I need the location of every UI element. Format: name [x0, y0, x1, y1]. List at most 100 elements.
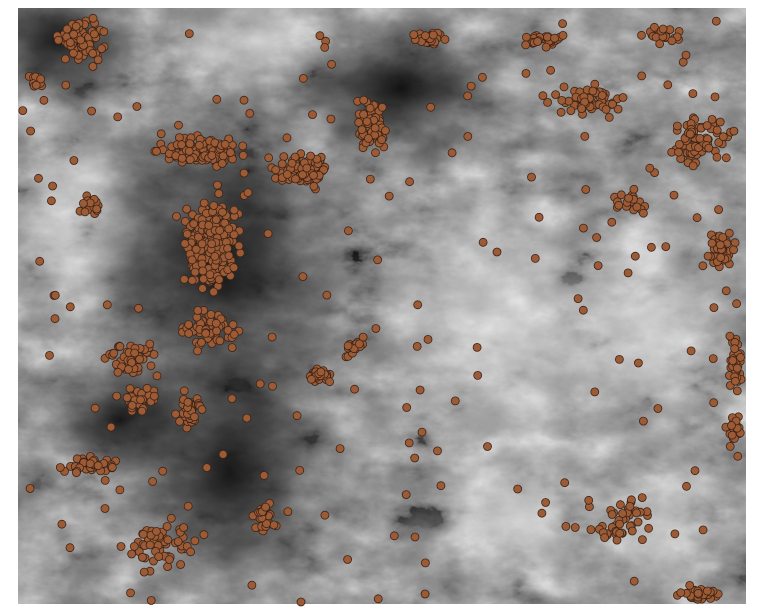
point-feature[interactable]	[637, 493, 647, 503]
point-feature[interactable]	[728, 356, 738, 366]
point-feature[interactable]	[245, 109, 255, 118]
point-feature[interactable]	[180, 239, 190, 249]
point-feature[interactable]	[87, 106, 96, 116]
point-feature[interactable]	[530, 253, 540, 263]
point-feature[interactable]	[302, 163, 312, 173]
point-feature[interactable]	[463, 91, 473, 101]
point-feature[interactable]	[647, 242, 656, 252]
point-feature[interactable]	[69, 156, 79, 165]
point-feature[interactable]	[151, 527, 161, 536]
point-feature[interactable]	[184, 146, 194, 156]
point-feature[interactable]	[226, 148, 235, 157]
point-feature[interactable]	[227, 394, 237, 404]
point-feature[interactable]	[316, 367, 326, 377]
point-feature[interactable]	[163, 535, 173, 545]
point-feature[interactable]	[116, 542, 126, 551]
point-feature[interactable]	[426, 102, 436, 112]
point-feature[interactable]	[85, 459, 95, 469]
point-feature[interactable]	[185, 139, 195, 149]
point-feature[interactable]	[472, 342, 482, 352]
point-feature[interactable]	[415, 385, 425, 395]
point-feature[interactable]	[362, 117, 372, 126]
point-feature[interactable]	[39, 95, 49, 105]
point-feature[interactable]	[715, 240, 725, 250]
point-feature[interactable]	[573, 294, 583, 304]
point-feature[interactable]	[65, 302, 75, 312]
point-feature[interactable]	[212, 326, 222, 336]
point-feature[interactable]	[350, 384, 360, 394]
point-feature[interactable]	[732, 363, 742, 373]
point-feature[interactable]	[358, 332, 368, 342]
point-feature[interactable]	[326, 114, 336, 124]
point-feature[interactable]	[702, 586, 712, 596]
point-feature[interactable]	[201, 328, 211, 338]
point-feature[interactable]	[579, 223, 588, 233]
point-feature[interactable]	[447, 148, 457, 158]
point-feature[interactable]	[242, 413, 252, 423]
point-feature[interactable]	[137, 406, 147, 416]
point-feature[interactable]	[670, 529, 680, 539]
point-feature[interactable]	[556, 107, 566, 117]
point-feature[interactable]	[629, 576, 639, 586]
point-feature[interactable]	[206, 309, 216, 319]
point-feature[interactable]	[730, 238, 740, 248]
point-feature[interactable]	[90, 403, 100, 413]
point-feature[interactable]	[198, 266, 208, 276]
point-feature[interactable]	[238, 150, 248, 160]
point-feature[interactable]	[271, 165, 281, 175]
point-feature[interactable]	[177, 153, 187, 163]
point-feature[interactable]	[239, 95, 249, 105]
point-feature[interactable]	[112, 391, 122, 401]
point-feature[interactable]	[55, 463, 65, 472]
point-feature[interactable]	[207, 239, 217, 249]
point-feature[interactable]	[80, 207, 90, 217]
point-feature[interactable]	[71, 21, 81, 31]
point-feature[interactable]	[732, 299, 741, 309]
point-feature[interactable]	[229, 230, 239, 240]
point-feature[interactable]	[607, 217, 617, 227]
point-feature[interactable]	[214, 189, 224, 199]
point-feature[interactable]	[182, 229, 192, 239]
point-feature[interactable]	[709, 303, 719, 313]
point-feature[interactable]	[179, 386, 189, 396]
point-feature[interactable]	[693, 588, 703, 598]
point-feature[interactable]	[401, 490, 411, 500]
point-feature[interactable]	[183, 397, 193, 407]
point-feature[interactable]	[296, 597, 306, 607]
point-feature[interactable]	[715, 117, 725, 127]
point-feature[interactable]	[370, 123, 380, 133]
point-feature[interactable]	[184, 29, 194, 38]
point-feature[interactable]	[380, 126, 390, 136]
point-feature[interactable]	[570, 523, 580, 532]
point-feature[interactable]	[463, 131, 473, 141]
point-feature[interactable]	[269, 520, 279, 530]
point-feature[interactable]	[703, 251, 713, 261]
point-feature[interactable]	[34, 173, 43, 183]
point-feature[interactable]	[189, 412, 199, 422]
point-feature[interactable]	[466, 81, 476, 91]
point-feature[interactable]	[76, 35, 86, 45]
point-feature[interactable]	[522, 32, 531, 42]
point-feature[interactable]	[663, 80, 673, 90]
point-feature[interactable]	[678, 57, 688, 67]
point-feature[interactable]	[139, 567, 149, 577]
point-feature[interactable]	[371, 324, 381, 333]
point-feature[interactable]	[309, 181, 319, 191]
point-feature[interactable]	[551, 90, 560, 99]
point-feature[interactable]	[126, 588, 135, 598]
point-feature[interactable]	[182, 204, 192, 214]
point-feature[interactable]	[637, 71, 647, 81]
point-feature[interactable]	[282, 169, 292, 179]
point-feature[interactable]	[623, 268, 633, 278]
point-feature[interactable]	[534, 212, 544, 222]
point-feature[interactable]	[264, 153, 274, 163]
point-feature[interactable]	[190, 536, 200, 546]
point-feature[interactable]	[229, 263, 239, 273]
point-feature[interactable]	[277, 159, 287, 169]
point-feature[interactable]	[196, 337, 206, 347]
point-feature[interactable]	[633, 517, 643, 527]
point-feature[interactable]	[88, 13, 98, 23]
point-feature[interactable]	[238, 141, 248, 151]
point-feature[interactable]	[695, 133, 705, 143]
point-feature[interactable]	[306, 151, 316, 161]
